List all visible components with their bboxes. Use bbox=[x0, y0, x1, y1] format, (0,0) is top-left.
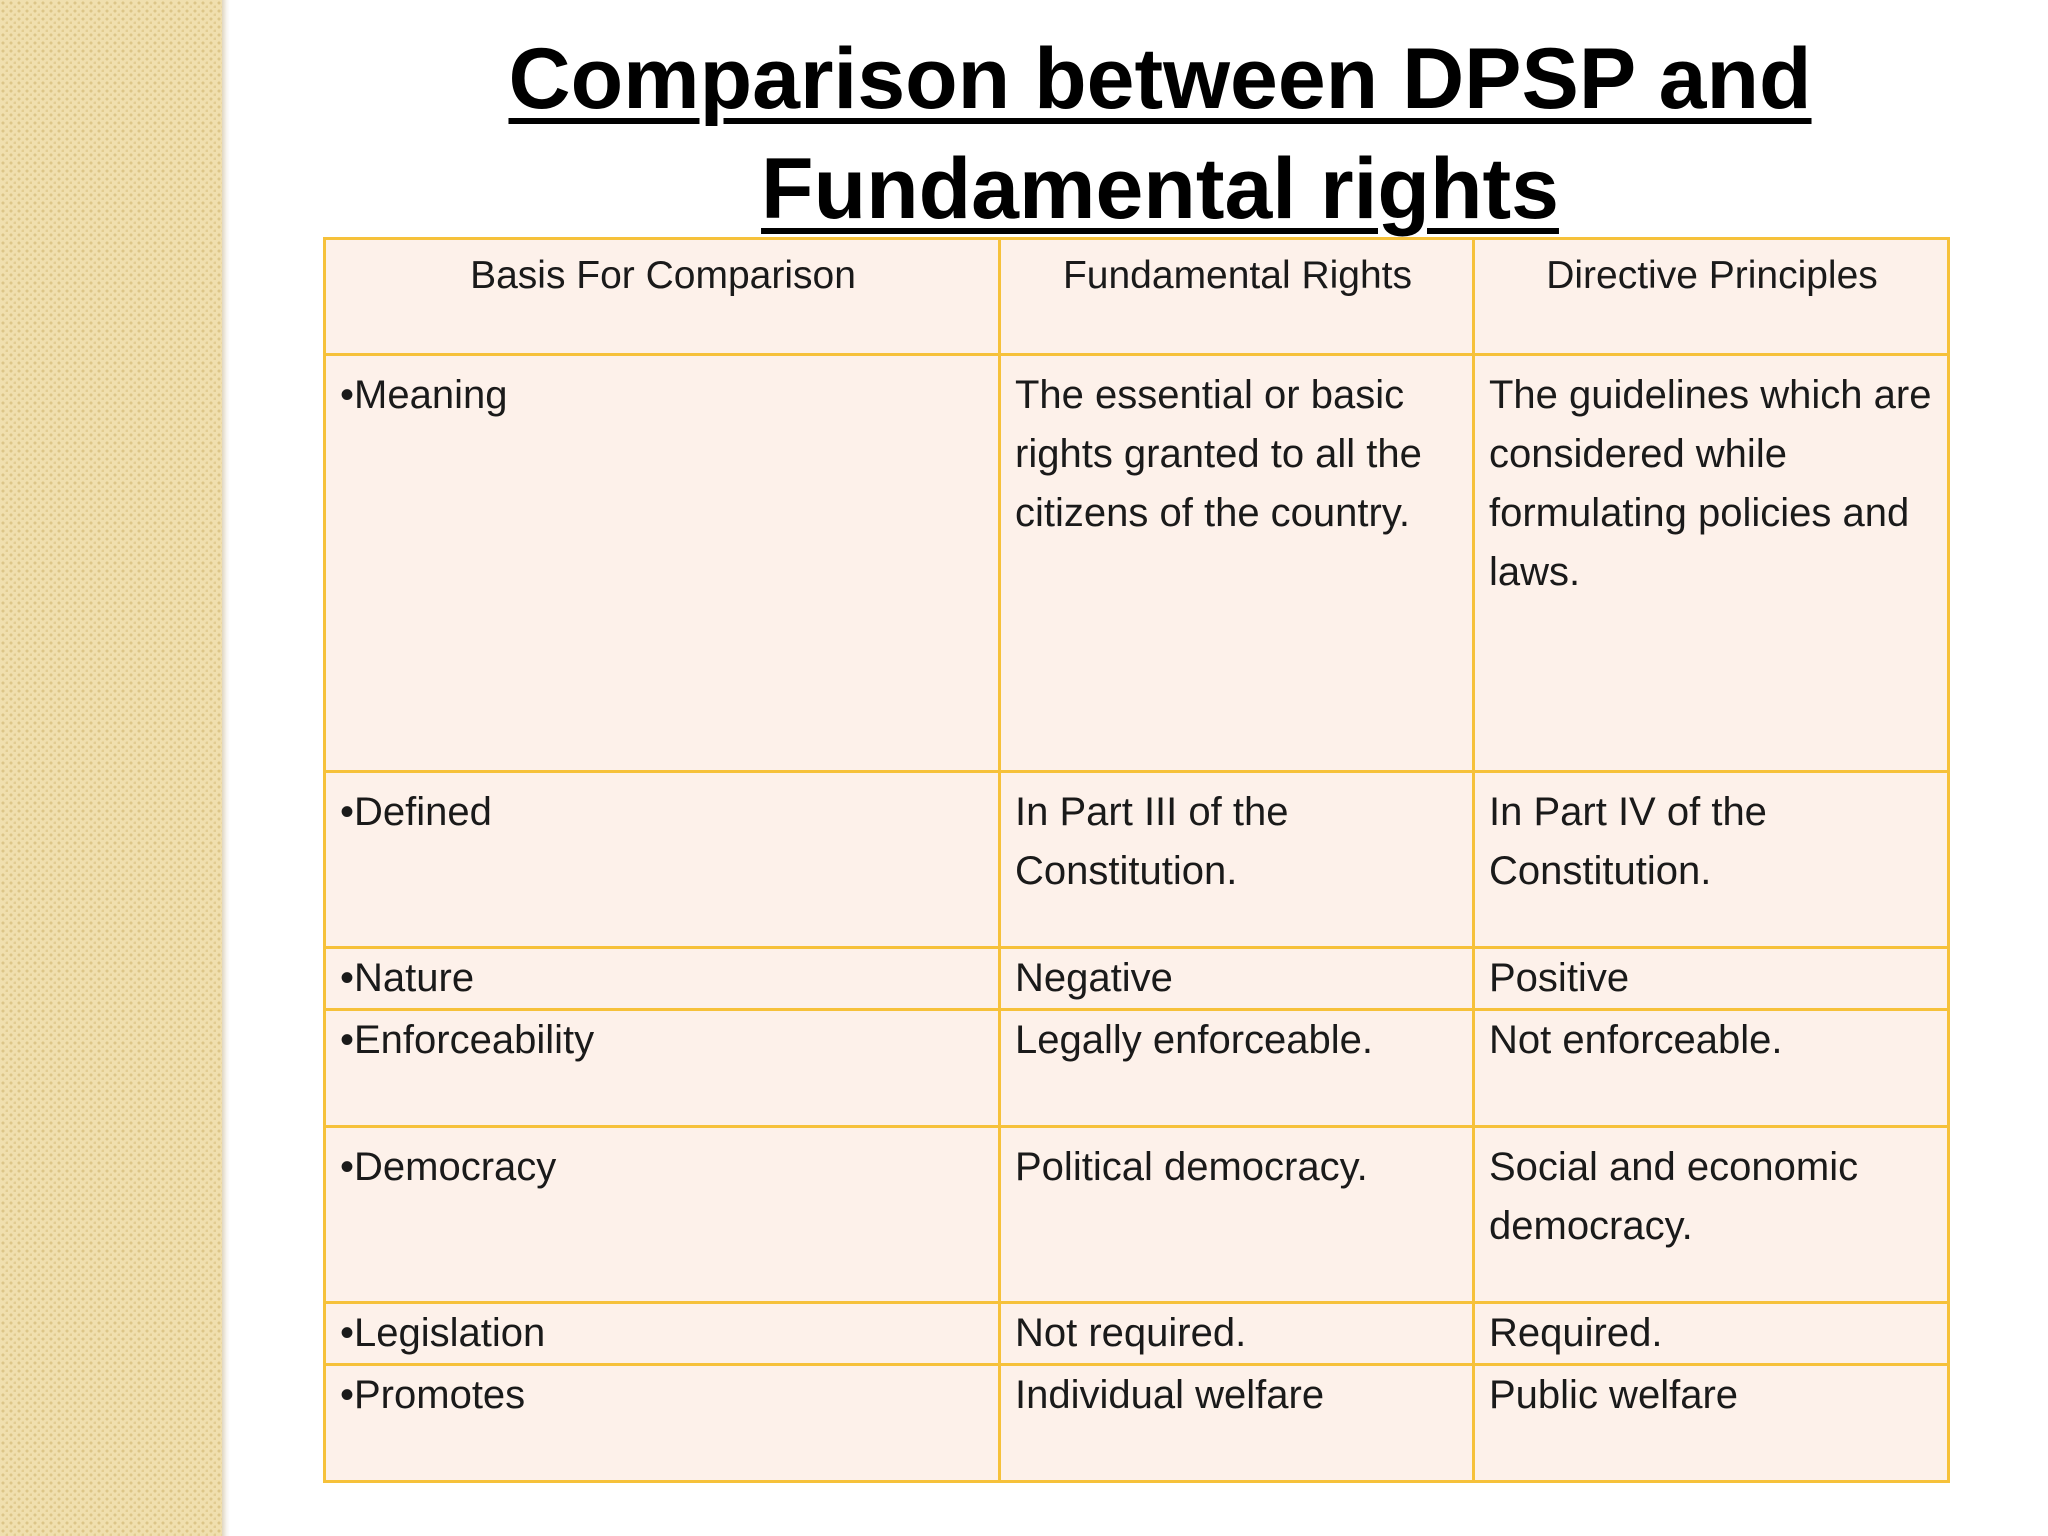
fundamental-rights-cell: In Part III of the Constitution. bbox=[998, 770, 1475, 949]
header-basis: Basis For Comparison bbox=[323, 237, 1001, 356]
directive-principles-cell: In Part IV of the Constitution. bbox=[1472, 770, 1950, 949]
slide-title-line-2: Fundamental rights bbox=[761, 141, 1559, 237]
row-label: •Democracy bbox=[323, 1125, 1001, 1304]
directive-principles-cell: Positive bbox=[1472, 946, 1950, 1011]
fundamental-rights-cell: Political democracy. bbox=[998, 1125, 1475, 1304]
directive-principles-cell: Required. bbox=[1472, 1301, 1950, 1366]
directive-principles-cell: Public welfare bbox=[1472, 1363, 1950, 1483]
table-row-meaning: •Meaning The essential or basic rights g… bbox=[323, 353, 1950, 773]
table-header-row: Basis For Comparison Fundamental Rights … bbox=[323, 237, 1950, 356]
fundamental-rights-cell: Individual welfare bbox=[998, 1363, 1475, 1483]
table-row-defined: •Defined In Part III of the Constitution… bbox=[323, 770, 1950, 949]
side-panel-edge bbox=[222, 0, 230, 1536]
row-label: •Defined bbox=[323, 770, 1001, 949]
slide-title-line-1: Comparison between DPSP and bbox=[508, 31, 1812, 127]
table-row-enforceability: •Enforceability Legally enforceable. Not… bbox=[323, 1008, 1950, 1128]
table-row-promotes: •Promotes Individual welfare Public welf… bbox=[323, 1363, 1950, 1483]
header-fundamental-rights: Fundamental Rights bbox=[998, 237, 1475, 356]
row-label: •Promotes bbox=[323, 1363, 1001, 1483]
table-row-democracy: •Democracy Political democracy. Social a… bbox=[323, 1125, 1950, 1304]
fundamental-rights-cell: Legally enforceable. bbox=[998, 1008, 1475, 1128]
fundamental-rights-cell: Negative bbox=[998, 946, 1475, 1011]
table-row-legislation: •Legislation Not required. Required. bbox=[323, 1301, 1950, 1366]
slide-title: Comparison between DPSP and Fundamental … bbox=[320, 24, 2000, 244]
directive-principles-cell: Not enforceable. bbox=[1472, 1008, 1950, 1128]
row-label: •Enforceability bbox=[323, 1008, 1001, 1128]
directive-principles-cell: Social and economic democracy. bbox=[1472, 1125, 1950, 1304]
row-label: •Nature bbox=[323, 946, 1001, 1011]
row-label: •Legislation bbox=[323, 1301, 1001, 1366]
comparison-table: Basis For Comparison Fundamental Rights … bbox=[323, 237, 1950, 1483]
table-row-nature: •Nature Negative Positive bbox=[323, 946, 1950, 1011]
decorative-side-panel bbox=[0, 0, 222, 1536]
fundamental-rights-cell: The essential or basic rights granted to… bbox=[998, 353, 1475, 773]
fundamental-rights-cell: Not required. bbox=[998, 1301, 1475, 1366]
row-label: •Meaning bbox=[323, 353, 1001, 773]
directive-principles-cell: The guidelines which are considered whil… bbox=[1472, 353, 1950, 773]
header-directive-principles: Directive Principles bbox=[1472, 237, 1950, 356]
